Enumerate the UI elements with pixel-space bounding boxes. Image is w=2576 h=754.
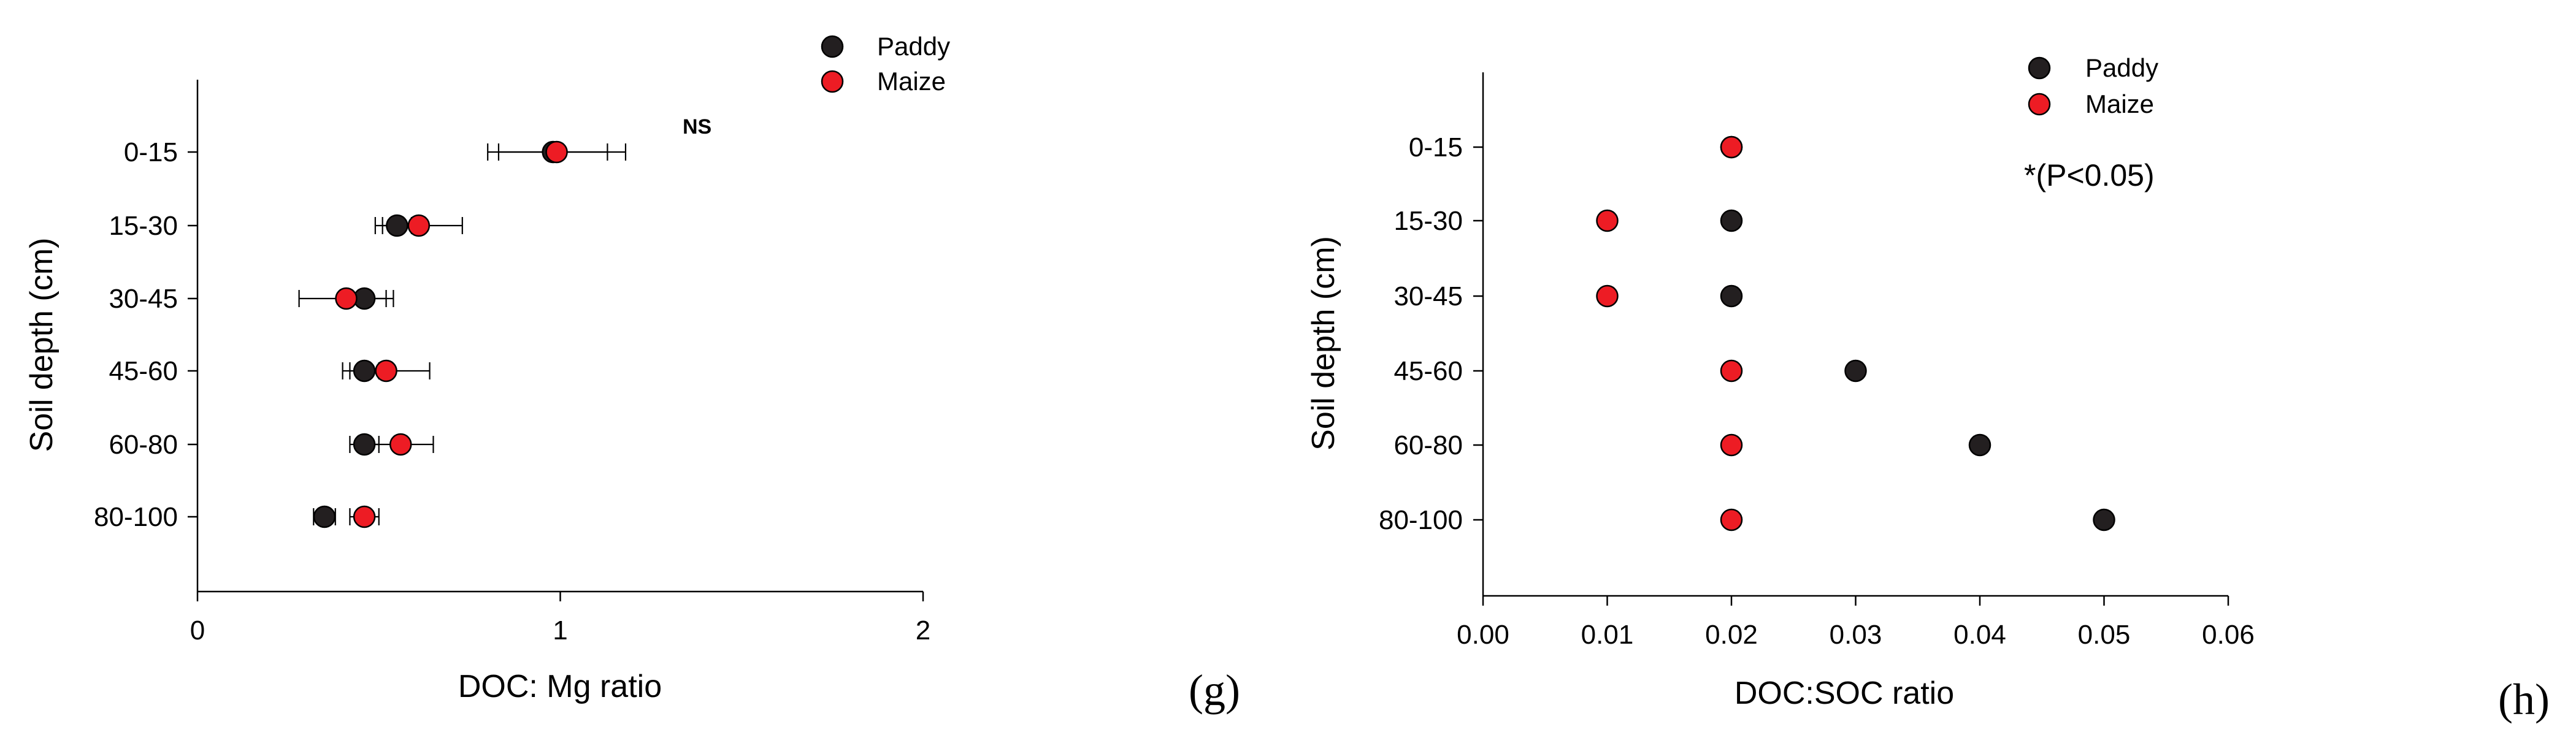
y-axis-title: Soil depth (cm) [24,238,59,452]
data-point-maize [545,140,568,164]
x-tick-label: 1 [553,615,567,645]
x-axis-title: DOC: Mg ratio [458,669,662,704]
data-point-maize [1596,284,1619,308]
data-point-paddy [353,359,376,383]
x-tick-label: 0.06 [2202,620,2255,650]
data-point-maize [375,359,397,383]
legend-label-paddy: Paddy [2085,53,2158,82]
legend-marker-paddy [821,35,844,58]
y-tick-label: 15-30 [1393,206,1463,236]
data-point-paddy [2093,508,2115,531]
legend-label-maize: Maize [877,67,946,96]
legend-marker-maize [821,70,844,93]
y-axis-title: Soil depth (cm) [1306,236,1341,451]
panel-label: (g) [1189,666,1240,715]
significance-annotation: *(P<0.05) [2024,158,2155,192]
data-point-paddy [386,214,408,237]
x-tick-label: 0.04 [1953,620,2006,650]
y-tick-label: 80-100 [94,502,178,532]
x-tick-label: 0.02 [1705,620,1758,650]
x-tick-label: 0.01 [1581,620,1634,650]
y-tick-label: 60-80 [109,430,178,460]
data-point-maize [389,433,412,456]
data-point-paddy [313,505,336,528]
y-tick-label: 30-45 [1393,281,1463,311]
x-axis-title: DOC:SOC ratio [1735,676,1954,711]
data-point-paddy [1844,359,1867,383]
x-tick-label: 2 [916,615,930,645]
panel-label: (h) [2498,675,2550,724]
data-point-paddy [1720,284,1743,308]
data-point-paddy [1968,433,1991,457]
y-tick-label: 15-30 [109,211,178,241]
data-point-maize [407,214,431,237]
chart-panel-h: 0.00 0.01 0.02 0.03 0.04 0.05 0.06 0-15 15-30 30-… [1306,53,2550,724]
data-point-maize [353,505,376,528]
x-tick-label: 0 [190,615,205,645]
chart-panel-g: 0 1 2 0-15 15-30 30-45 45-60 60-80 80-100 DOC: Mg… [24,32,1240,715]
x-tick-label: 0.03 [1830,620,1882,650]
y-tick-label: 60-80 [1393,430,1463,460]
legend-marker-paddy [2028,56,2051,80]
y-tick-label: 30-45 [109,284,178,314]
significance-annotation: NS [683,115,711,139]
y-tick-label: 80-100 [1379,505,1463,535]
data-point-maize [1596,209,1619,232]
data-point-maize [1720,433,1743,457]
x-tick-label: 0.05 [2078,620,2131,650]
legend-label-paddy: Paddy [877,32,950,61]
data-point-maize [1720,135,1743,159]
y-tick-label: 0-15 [124,137,178,167]
legend-marker-maize [2028,93,2051,116]
data-point-maize [335,287,358,310]
y-tick-label: 45-60 [1393,356,1463,386]
y-tick-label: 45-60 [109,356,178,386]
data-point-maize [1720,359,1743,383]
data-point-paddy [353,433,376,456]
legend-label-maize: Maize [2085,89,2154,118]
data-point-maize [1720,508,1743,531]
x-tick-label: 0.00 [1457,620,1509,650]
y-tick-label: 0-15 [1409,132,1463,162]
data-point-paddy [1720,209,1743,232]
